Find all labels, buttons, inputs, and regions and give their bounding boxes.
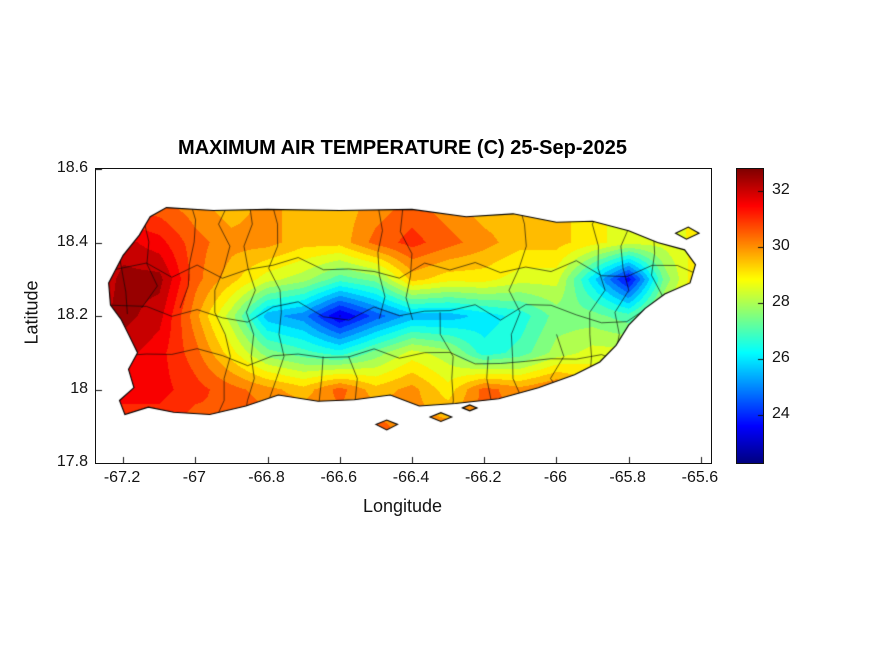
colorbar-tick-label: 24	[772, 405, 790, 423]
x-tick-label: -66	[543, 469, 567, 486]
y-tick-label: 17.8	[56, 453, 88, 470]
x-axis-label: Longitude	[362, 496, 443, 516]
x-tick-label: -67	[182, 469, 206, 486]
x-tick-label: -67.2	[103, 469, 141, 486]
x-tick-label: -66.2	[464, 469, 502, 486]
colorbar-gradient-canvas	[737, 169, 763, 463]
colorbar-tick-label: 32	[772, 181, 790, 199]
colorbar-tick-label: 30	[772, 237, 790, 255]
y-tick-label: 18.2	[56, 306, 88, 323]
y-tick-label: 18.6	[56, 159, 88, 176]
chart-title: MAXIMUM AIR TEMPERATURE (C) 25-Sep-2025	[178, 137, 627, 159]
colorbar-tick-label: 26	[772, 349, 790, 367]
x-tick-label: -65.6	[681, 469, 719, 486]
y-tick-label: 18	[70, 379, 88, 397]
colorbar-tick-label: 28	[772, 293, 790, 311]
temperature-map-canvas	[96, 169, 711, 463]
x-tick-label: -65.8	[609, 469, 646, 486]
y-tick-label: 18.4	[56, 232, 88, 250]
x-tick-label: -66.4	[392, 469, 430, 486]
x-tick-label: -66.8	[248, 469, 285, 486]
map-axes	[95, 168, 712, 464]
x-tick-label: -66.6	[320, 469, 357, 486]
colorbar	[736, 168, 764, 464]
